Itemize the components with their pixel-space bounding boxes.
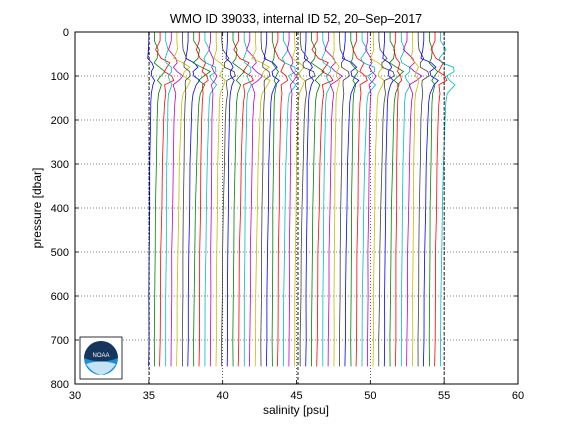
profile-line bbox=[203, 32, 218, 367]
profile-line bbox=[382, 32, 394, 367]
profile-line bbox=[185, 32, 201, 367]
y-axis-label: pressure [dbar] bbox=[30, 168, 44, 249]
x-tick-label: 35 bbox=[143, 390, 155, 402]
profile-line bbox=[430, 32, 448, 367]
y-tick-label: 500 bbox=[51, 247, 69, 259]
profile-line bbox=[393, 32, 403, 367]
profile-line bbox=[428, 32, 439, 367]
y-tick-label: 700 bbox=[51, 335, 69, 347]
profile-line bbox=[324, 32, 343, 367]
profile-line bbox=[388, 32, 405, 367]
profile-line bbox=[274, 32, 289, 367]
profile-line bbox=[195, 32, 209, 367]
y-tick-label: 300 bbox=[51, 159, 69, 171]
profile-line bbox=[173, 32, 191, 367]
y-tick-label: 0 bbox=[63, 27, 69, 39]
chart-title: WMO ID 39033, internal ID 52, 20–Sep–201… bbox=[170, 12, 422, 26]
profile-line bbox=[350, 32, 359, 367]
profile-line bbox=[420, 32, 439, 367]
x-tick-label: 30 bbox=[69, 390, 81, 402]
profile-line bbox=[281, 32, 297, 367]
profile-line bbox=[155, 32, 175, 367]
profile-line bbox=[417, 32, 430, 367]
y-tick-label: 400 bbox=[51, 203, 69, 215]
profile-line bbox=[168, 32, 184, 367]
profile-line bbox=[438, 32, 456, 367]
reference-lines bbox=[148, 32, 445, 384]
profile-line bbox=[400, 32, 411, 367]
profile-line bbox=[332, 32, 340, 367]
profile-line bbox=[271, 32, 279, 367]
x-tick-label: 55 bbox=[438, 390, 450, 402]
profile-line bbox=[360, 32, 377, 367]
profile-line bbox=[246, 32, 264, 367]
y-tick-label: 100 bbox=[51, 71, 69, 83]
noaa-logo: NOAA bbox=[79, 336, 123, 380]
profile-line bbox=[208, 32, 218, 367]
profile-line bbox=[310, 32, 325, 367]
profile-line bbox=[260, 32, 271, 367]
x-tick-label: 60 bbox=[512, 390, 524, 402]
profile-lines bbox=[147, 32, 456, 367]
x-tick-label: 45 bbox=[290, 390, 302, 402]
profile-line bbox=[213, 32, 226, 367]
profile-line bbox=[299, 32, 316, 367]
y-tick-label: 600 bbox=[51, 291, 69, 303]
x-tick-label: 50 bbox=[364, 390, 376, 402]
profile-line bbox=[402, 32, 423, 367]
x-axis-label: salinity [psu] bbox=[263, 403, 329, 417]
profile-line bbox=[342, 32, 360, 367]
profile-line bbox=[221, 32, 236, 367]
y-tick-label: 800 bbox=[51, 379, 69, 391]
profile-line bbox=[378, 32, 395, 367]
profile-line bbox=[233, 32, 254, 367]
profile-line bbox=[164, 32, 173, 367]
x-tick-label: 40 bbox=[217, 390, 229, 402]
profile-line bbox=[263, 32, 280, 367]
profile-line bbox=[303, 32, 315, 367]
profile-line bbox=[291, 32, 306, 367]
profile-line bbox=[153, 32, 166, 367]
profile-line bbox=[352, 32, 368, 367]
axis-ticks bbox=[74, 31, 519, 385]
y-tick-label: 200 bbox=[51, 115, 69, 127]
profile-line bbox=[251, 32, 271, 367]
profile-line bbox=[370, 32, 385, 367]
profile-line bbox=[192, 32, 212, 367]
profile-line bbox=[232, 32, 246, 367]
profile-line bbox=[410, 32, 420, 367]
x-tick-labels: 30 35 40 45 50 55 60 bbox=[69, 390, 524, 402]
profile-line bbox=[338, 32, 350, 367]
noaa-logo-text: NOAA bbox=[92, 353, 109, 359]
profile-line bbox=[225, 32, 235, 367]
profile-line bbox=[311, 32, 334, 367]
y-tick-labels: 0 100 200 300 400 500 600 700 800 bbox=[51, 27, 69, 391]
